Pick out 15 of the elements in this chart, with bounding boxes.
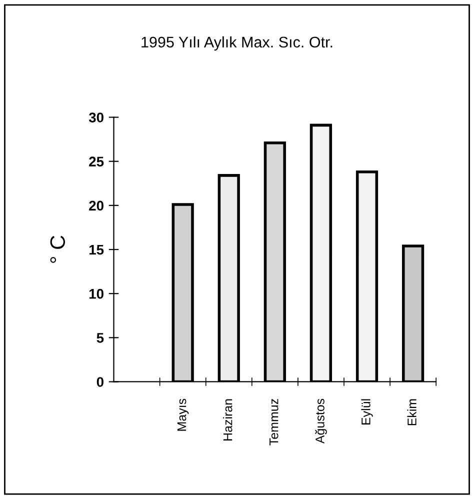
y-tick-label: 15 [89, 244, 104, 255]
x-tick-label: Ekim [407, 399, 416, 426]
y-tick-label: 20 [89, 200, 104, 211]
y-tick-label: 0 [96, 377, 104, 387]
chart-title: 1995 Yılı Aylık Max. Sıc. Otr. [142, 36, 332, 51]
y-tick-label: 30 [88, 112, 104, 122]
x-tick-label: Haziran [223, 399, 232, 440]
x-tick-label: Ağustos [315, 398, 327, 444]
x-tick-label: Temmuz [270, 399, 278, 446]
y-tick-label: 5 [96, 333, 104, 343]
y-axis-title: ° C [50, 236, 66, 263]
y-tick-label: 10 [89, 288, 104, 299]
x-tick-label: Eylül [361, 399, 373, 424]
y-tick-label: 25 [89, 156, 104, 167]
x-tick-label: Mayıs [177, 398, 189, 431]
